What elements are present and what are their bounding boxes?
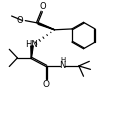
Text: O: O bbox=[43, 80, 49, 89]
Text: O: O bbox=[39, 2, 45, 11]
Text: HN: HN bbox=[25, 40, 37, 49]
Polygon shape bbox=[31, 46, 33, 58]
Text: H: H bbox=[59, 57, 65, 63]
Text: O: O bbox=[16, 16, 23, 25]
Text: N: N bbox=[59, 61, 65, 70]
Polygon shape bbox=[38, 23, 54, 30]
